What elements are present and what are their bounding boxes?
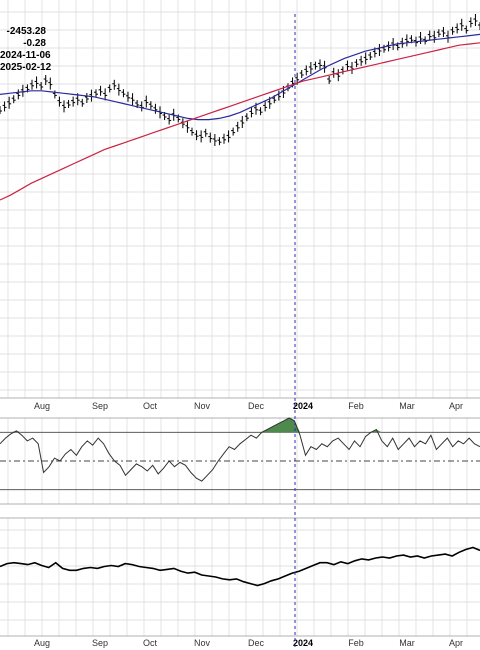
info-line-4: 2025-02-12: [0, 62, 52, 73]
oscillator-line: [0, 417, 480, 482]
ma-short-line: [0, 33, 480, 121]
x-tick-label: Sep: [92, 401, 108, 411]
info-line-2: -0.28: [23, 38, 46, 49]
overbought-area: [261, 418, 300, 433]
x-tick-label: Aug: [34, 638, 50, 648]
ma-long-line: [0, 42, 480, 201]
overbought-area: [370, 429, 382, 433]
x-tick-label: Dec: [248, 401, 265, 411]
info-line-3: 2024-11-06: [0, 50, 51, 61]
x-tick-label: Mar: [399, 638, 415, 648]
x-tick-label: Mar: [399, 401, 415, 411]
x-tick-label: Dec: [248, 638, 265, 648]
x-tick-label: Aug: [34, 401, 50, 411]
info-panel: -2453.28 -0.28 2024-11-06 2025-02-12: [0, 26, 52, 74]
x-tick-label: 2024: [293, 401, 313, 411]
x-tick-label: Nov: [194, 401, 211, 411]
x-tick-label: Feb: [348, 401, 364, 411]
x-tick-label: 2024: [293, 638, 313, 648]
x-tick-label: Oct: [143, 401, 158, 411]
x-tick-label: Apr: [449, 638, 463, 648]
x-tick-label: Apr: [449, 401, 463, 411]
x-tick-label: Sep: [92, 638, 108, 648]
x-tick-label: Feb: [348, 638, 364, 648]
info-line-1: -2453.28: [6, 26, 46, 37]
cumulative-line: [0, 546, 480, 587]
x-tick-label: Nov: [194, 638, 211, 648]
x-tick-label: Oct: [143, 638, 158, 648]
